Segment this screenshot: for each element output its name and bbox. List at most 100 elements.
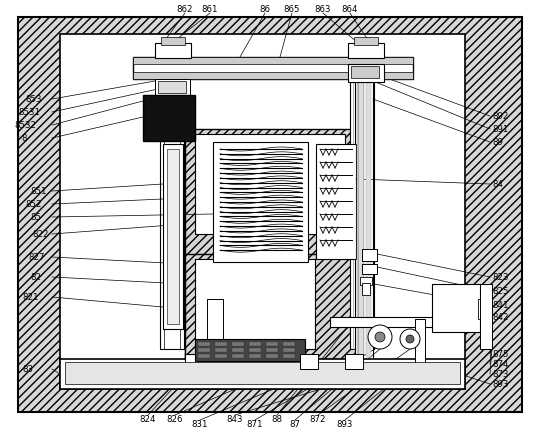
Bar: [60, 359, 465, 389]
Text: 862: 862: [177, 6, 193, 15]
Bar: [167, 150, 179, 324]
Bar: [362, 249, 377, 261]
Circle shape: [375, 332, 385, 342]
Bar: [207, 299, 223, 359]
Text: 871: 871: [247, 420, 264, 429]
Text: 822: 822: [32, 230, 49, 239]
Bar: [283, 342, 295, 346]
Bar: [355, 82, 373, 359]
Bar: [330, 317, 460, 327]
Bar: [195, 259, 315, 349]
Text: 891: 891: [492, 125, 508, 134]
Text: 852: 852: [25, 200, 42, 209]
Bar: [249, 342, 261, 346]
Text: 89: 89: [492, 138, 503, 147]
Bar: [366, 84, 371, 357]
Text: 893: 893: [337, 420, 353, 429]
Bar: [65, 362, 460, 384]
Bar: [249, 348, 261, 352]
Text: 861: 861: [202, 6, 218, 15]
Bar: [354, 38, 378, 46]
Text: 873: 873: [492, 370, 509, 379]
Text: 831: 831: [192, 420, 208, 429]
Bar: [348, 44, 384, 59]
Text: 8531: 8531: [18, 108, 40, 117]
Bar: [143, 96, 195, 141]
Bar: [198, 354, 210, 358]
Text: 865: 865: [284, 6, 300, 15]
Text: 892: 892: [492, 112, 508, 121]
Bar: [198, 348, 210, 352]
Text: 827: 827: [28, 253, 44, 262]
Circle shape: [368, 325, 392, 349]
Text: 851: 851: [30, 187, 46, 196]
Text: 82: 82: [30, 273, 41, 282]
Bar: [266, 354, 278, 358]
Bar: [215, 348, 227, 352]
Text: 863: 863: [315, 6, 331, 15]
Bar: [185, 130, 360, 359]
Bar: [155, 44, 191, 59]
Text: 83: 83: [22, 365, 33, 374]
Circle shape: [406, 335, 414, 343]
Text: 84: 84: [492, 180, 503, 189]
Text: 841: 841: [492, 301, 509, 310]
Bar: [133, 73, 413, 80]
Bar: [480, 284, 492, 349]
Bar: [249, 354, 261, 358]
Bar: [232, 342, 244, 346]
Bar: [283, 354, 295, 358]
Bar: [198, 342, 210, 346]
Bar: [300, 354, 318, 369]
Text: 823: 823: [492, 273, 509, 282]
Bar: [283, 348, 295, 352]
Text: 8: 8: [21, 134, 26, 143]
Bar: [215, 342, 227, 346]
Bar: [155, 80, 190, 97]
Bar: [133, 58, 413, 80]
Text: 8532: 8532: [14, 121, 36, 130]
Bar: [351, 67, 379, 79]
Bar: [345, 354, 363, 369]
Bar: [357, 84, 364, 357]
Text: 824: 824: [140, 415, 156, 424]
Bar: [362, 283, 370, 295]
Bar: [161, 38, 185, 46]
Bar: [195, 339, 305, 361]
Text: 826: 826: [167, 415, 183, 424]
Bar: [362, 264, 377, 274]
Bar: [266, 348, 278, 352]
Bar: [316, 144, 356, 259]
Text: 87: 87: [289, 420, 300, 429]
Bar: [232, 348, 244, 352]
Text: 874: 874: [492, 359, 509, 369]
Text: 853: 853: [25, 95, 42, 104]
Bar: [348, 65, 384, 83]
Bar: [266, 342, 278, 346]
Text: 821: 821: [22, 293, 38, 302]
Bar: [432, 284, 480, 332]
Circle shape: [400, 329, 420, 349]
Text: 875: 875: [492, 350, 509, 359]
Bar: [60, 35, 465, 389]
Text: 842: 842: [492, 313, 509, 322]
Bar: [350, 80, 374, 349]
Bar: [185, 354, 315, 364]
Text: 893: 893: [492, 380, 508, 389]
Bar: [195, 135, 345, 234]
Bar: [215, 354, 227, 358]
Bar: [133, 58, 413, 65]
Bar: [478, 299, 486, 319]
Text: 872: 872: [310, 415, 326, 424]
Bar: [232, 354, 244, 358]
Bar: [158, 82, 186, 94]
Bar: [360, 277, 372, 286]
Bar: [415, 319, 425, 364]
Bar: [160, 80, 184, 349]
Bar: [185, 255, 360, 359]
Text: 864: 864: [342, 6, 358, 15]
Text: 843: 843: [227, 415, 243, 424]
Text: 88: 88: [272, 415, 282, 424]
Text: 86: 86: [260, 6, 271, 15]
Text: 85: 85: [30, 213, 41, 222]
